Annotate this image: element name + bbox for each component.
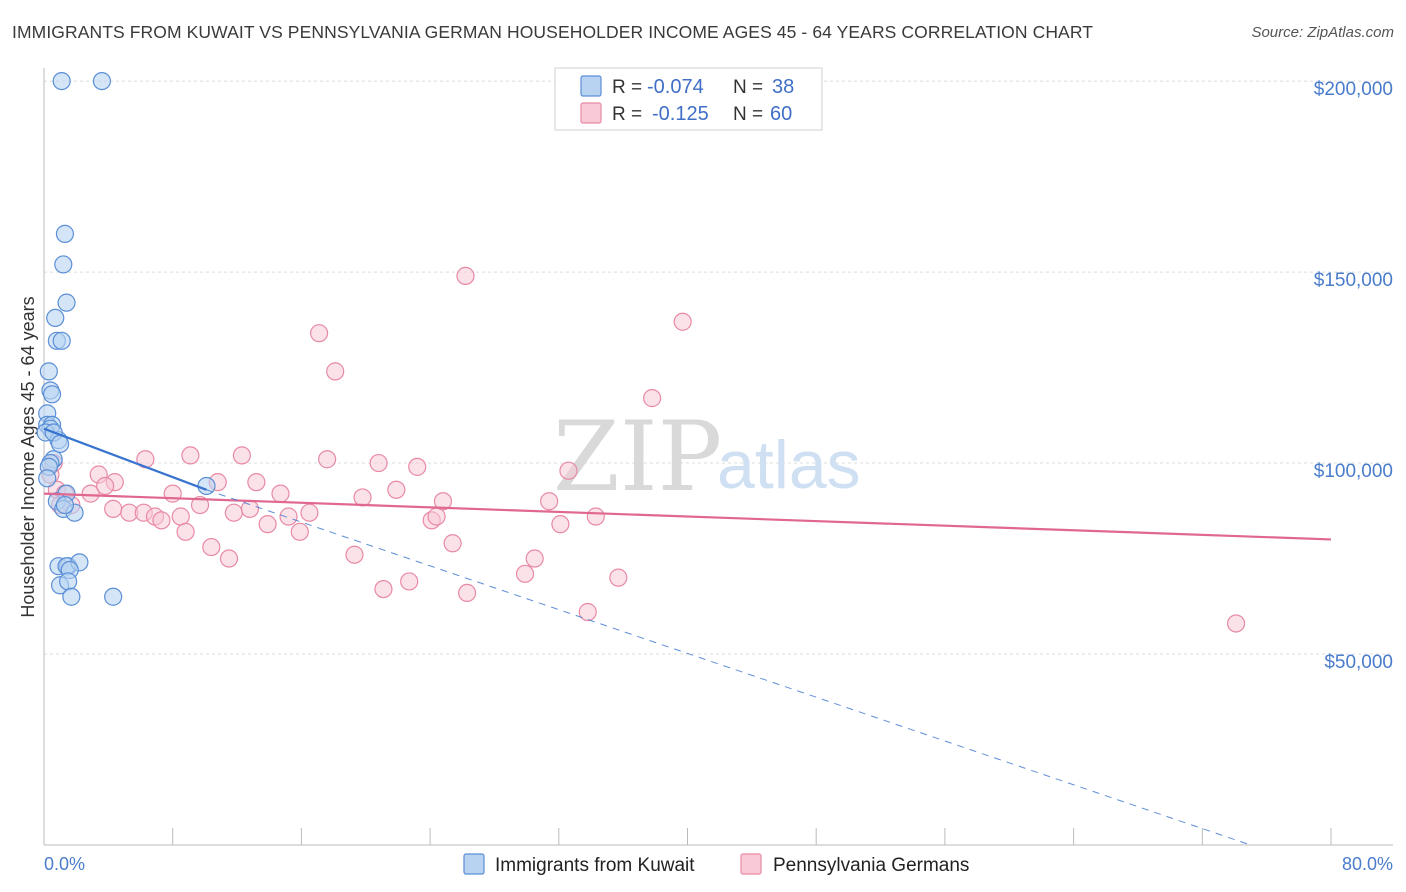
kuwait-trend-extension xyxy=(206,489,1251,846)
penn-point xyxy=(290,522,309,541)
penn-point xyxy=(232,446,251,465)
penn-point xyxy=(540,492,559,511)
kuwait-point xyxy=(92,71,112,91)
legend-n-label-penn: N = xyxy=(733,104,763,125)
kuwait-point xyxy=(54,255,73,274)
y-tick-labels: $50,000 $100,000 $150,000 $200,000 xyxy=(1314,79,1393,673)
legend-r-label-penn: R = xyxy=(612,104,642,125)
kuwait-point xyxy=(59,572,78,591)
kuwait-point xyxy=(55,224,75,243)
watermark-zip: ZIP xyxy=(553,401,722,513)
x-tick-label-left: 0.0% xyxy=(44,854,85,874)
kuwait-point xyxy=(104,587,123,606)
kuwait-trend-line xyxy=(43,427,207,491)
kuwait-point xyxy=(52,331,71,350)
penn-point xyxy=(456,266,475,285)
penn-point xyxy=(427,507,446,526)
penn-point xyxy=(609,568,628,587)
penn-point xyxy=(224,503,243,522)
penn-point xyxy=(96,476,115,496)
legend-n-label-kuwait: N = xyxy=(733,77,763,98)
kuwait-point xyxy=(46,308,65,328)
y-axis-label: Householder Income Ages 45 - 64 years xyxy=(18,296,38,617)
legend-swatch-kuwait xyxy=(580,75,602,97)
legend-r-value-penn: -0.125 xyxy=(652,103,709,125)
penn-point xyxy=(247,473,266,492)
penn-point xyxy=(551,515,570,534)
watermark-atlas: atlas xyxy=(717,427,861,503)
kuwait-point xyxy=(52,71,71,91)
penn-point xyxy=(643,389,662,408)
series-legend-label-kuwait: Immigrants from Kuwait xyxy=(495,855,695,876)
penn-point xyxy=(443,534,462,553)
legend-r-label-kuwait: R = xyxy=(612,77,642,98)
penn-point xyxy=(202,537,221,557)
penn-point xyxy=(190,495,210,515)
penn-point xyxy=(152,511,171,530)
penn-point xyxy=(515,564,535,583)
penn-point xyxy=(171,507,190,526)
penn-point xyxy=(300,503,319,522)
penn-point xyxy=(387,480,406,499)
watermark: ZIP atlas xyxy=(553,401,861,513)
y-tick-label: $150,000 xyxy=(1314,270,1393,291)
x-ticks xyxy=(172,828,1332,845)
chart-source: Source: ZipAtlas.com xyxy=(1251,24,1394,41)
penn-point xyxy=(408,457,427,476)
legend-n-value-kuwait: 38 xyxy=(772,76,794,98)
penn-point xyxy=(525,549,544,568)
penn-point xyxy=(176,522,195,541)
penn-point xyxy=(559,461,578,480)
stats-legend: R = -0.074 N = 38 R = -0.125 N = 60 xyxy=(554,67,823,131)
kuwait-points xyxy=(36,71,216,606)
penn-point xyxy=(578,602,597,622)
penn-point xyxy=(271,484,290,503)
penn-point xyxy=(81,484,100,503)
series-legend: Immigrants from Kuwait Pennsylvania Germ… xyxy=(463,853,969,876)
kuwait-point xyxy=(57,293,76,312)
chart-title: IMMIGRANTS FROM KUWAIT VS PENNSYLVANIA G… xyxy=(12,22,1094,42)
series-legend-swatch-kuwait xyxy=(463,853,485,875)
y-tick-label: $100,000 xyxy=(1314,461,1393,482)
y-tick-label: $50,000 xyxy=(1324,652,1393,673)
axes xyxy=(43,68,1393,846)
legend-swatch-penn xyxy=(580,102,602,124)
penn-point xyxy=(326,362,345,381)
penn-point xyxy=(279,507,298,526)
penn-point xyxy=(374,579,393,599)
kuwait-point xyxy=(38,469,57,488)
penn-point xyxy=(219,549,239,568)
penn-point xyxy=(345,545,364,564)
penn-point xyxy=(433,492,453,511)
trend-lines xyxy=(43,427,1332,846)
penn-point xyxy=(369,453,388,473)
kuwait-point xyxy=(39,362,58,381)
x-tick-label-right: 80.0% xyxy=(1342,854,1393,874)
y-tick-label: $200,000 xyxy=(1314,79,1393,100)
penn-point xyxy=(1226,614,1246,633)
penn-trend-line xyxy=(43,492,1332,541)
penn-point xyxy=(673,312,692,331)
series-legend-swatch-penn xyxy=(740,853,762,875)
penn-point xyxy=(181,446,200,465)
penn-point xyxy=(258,515,277,534)
legend-n-value-penn: 60 xyxy=(770,103,792,125)
kuwait-point xyxy=(62,587,81,606)
penn-point xyxy=(309,324,329,343)
grid-lines xyxy=(44,80,1393,655)
penn-point xyxy=(163,484,182,503)
penn-point xyxy=(318,450,337,469)
penn-point xyxy=(353,488,372,507)
penn-point xyxy=(586,507,605,526)
penn-point xyxy=(400,572,419,591)
penn-point xyxy=(458,583,477,603)
penn-point xyxy=(104,499,123,518)
kuwait-point xyxy=(42,385,62,404)
legend-r-value-kuwait: -0.074 xyxy=(647,76,704,98)
kuwait-point xyxy=(55,495,75,515)
series-legend-label-penn: Pennsylvania Germans xyxy=(773,855,969,876)
